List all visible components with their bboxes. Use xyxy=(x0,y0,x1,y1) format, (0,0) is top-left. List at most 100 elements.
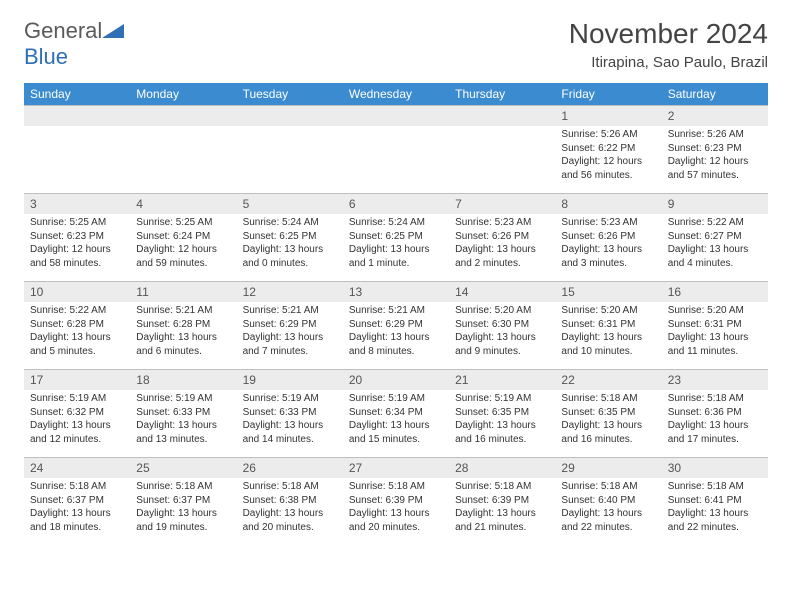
calendar-cell xyxy=(237,105,343,193)
day-body xyxy=(449,126,555,132)
day-line: Sunrise: 5:25 AM xyxy=(30,216,124,230)
day-body: Sunrise: 5:18 AMSunset: 6:39 PMDaylight:… xyxy=(449,478,555,538)
day-body: Sunrise: 5:18 AMSunset: 6:38 PMDaylight:… xyxy=(237,478,343,538)
day-line: Sunset: 6:22 PM xyxy=(561,142,655,156)
day-line: Daylight: 13 hours and 14 minutes. xyxy=(243,419,337,446)
day-number: 6 xyxy=(343,193,449,214)
day-number: 2 xyxy=(662,105,768,126)
day-line: Sunset: 6:25 PM xyxy=(349,230,443,244)
day-line: Sunset: 6:37 PM xyxy=(136,494,230,508)
day-line: Sunset: 6:36 PM xyxy=(668,406,762,420)
calendar-cell: 21Sunrise: 5:19 AMSunset: 6:35 PMDayligh… xyxy=(449,369,555,457)
day-number: 15 xyxy=(555,281,661,302)
day-body: Sunrise: 5:19 AMSunset: 6:32 PMDaylight:… xyxy=(24,390,130,450)
calendar-week: 24Sunrise: 5:18 AMSunset: 6:37 PMDayligh… xyxy=(24,457,768,545)
day-line: Sunset: 6:31 PM xyxy=(561,318,655,332)
day-body xyxy=(343,126,449,132)
day-number: 20 xyxy=(343,369,449,390)
day-line: Sunrise: 5:22 AM xyxy=(668,216,762,230)
day-line: Sunset: 6:40 PM xyxy=(561,494,655,508)
day-line: Sunrise: 5:18 AM xyxy=(668,480,762,494)
day-line: Daylight: 13 hours and 18 minutes. xyxy=(30,507,124,534)
day-number: 28 xyxy=(449,457,555,478)
day-body xyxy=(24,126,130,132)
day-body: Sunrise: 5:21 AMSunset: 6:28 PMDaylight:… xyxy=(130,302,236,362)
calendar-cell: 27Sunrise: 5:18 AMSunset: 6:39 PMDayligh… xyxy=(343,457,449,545)
day-line: Daylight: 13 hours and 3 minutes. xyxy=(561,243,655,270)
day-line: Sunset: 6:28 PM xyxy=(30,318,124,332)
header: General Blue November 2024 Itirapina, Sa… xyxy=(24,18,768,71)
day-body: Sunrise: 5:20 AMSunset: 6:31 PMDaylight:… xyxy=(662,302,768,362)
day-line: Sunrise: 5:18 AM xyxy=(243,480,337,494)
calendar-cell: 7Sunrise: 5:23 AMSunset: 6:26 PMDaylight… xyxy=(449,193,555,281)
logo-text-gray: General xyxy=(24,18,102,43)
day-header-row: SundayMondayTuesdayWednesdayThursdayFrid… xyxy=(24,83,768,105)
day-line: Sunrise: 5:21 AM xyxy=(136,304,230,318)
calendar-cell: 6Sunrise: 5:24 AMSunset: 6:25 PMDaylight… xyxy=(343,193,449,281)
day-number: 19 xyxy=(237,369,343,390)
day-line: Sunrise: 5:20 AM xyxy=(561,304,655,318)
calendar-cell: 1Sunrise: 5:26 AMSunset: 6:22 PMDaylight… xyxy=(555,105,661,193)
day-line: Sunset: 6:35 PM xyxy=(455,406,549,420)
day-number: 13 xyxy=(343,281,449,302)
day-line: Daylight: 13 hours and 8 minutes. xyxy=(349,331,443,358)
day-number: 9 xyxy=(662,193,768,214)
calendar-week: 10Sunrise: 5:22 AMSunset: 6:28 PMDayligh… xyxy=(24,281,768,369)
day-header: Sunday xyxy=(24,83,130,105)
day-body xyxy=(130,126,236,132)
day-line: Sunrise: 5:19 AM xyxy=(455,392,549,406)
day-line: Daylight: 12 hours and 58 minutes. xyxy=(30,243,124,270)
day-number: 11 xyxy=(130,281,236,302)
day-line: Daylight: 13 hours and 0 minutes. xyxy=(243,243,337,270)
day-line: Sunset: 6:23 PM xyxy=(668,142,762,156)
day-number: 25 xyxy=(130,457,236,478)
day-line: Sunrise: 5:21 AM xyxy=(349,304,443,318)
day-line: Sunset: 6:24 PM xyxy=(136,230,230,244)
day-line: Sunrise: 5:19 AM xyxy=(349,392,443,406)
day-number: 3 xyxy=(24,193,130,214)
day-line: Daylight: 12 hours and 59 minutes. xyxy=(136,243,230,270)
calendar-cell xyxy=(130,105,236,193)
calendar-cell: 20Sunrise: 5:19 AMSunset: 6:34 PMDayligh… xyxy=(343,369,449,457)
day-body: Sunrise: 5:20 AMSunset: 6:30 PMDaylight:… xyxy=(449,302,555,362)
day-line: Daylight: 13 hours and 5 minutes. xyxy=(30,331,124,358)
logo-triangle-icon xyxy=(102,18,124,44)
day-line: Daylight: 13 hours and 22 minutes. xyxy=(668,507,762,534)
day-number xyxy=(24,105,130,126)
day-line: Sunset: 6:37 PM xyxy=(30,494,124,508)
day-line: Daylight: 13 hours and 2 minutes. xyxy=(455,243,549,270)
calendar-cell: 5Sunrise: 5:24 AMSunset: 6:25 PMDaylight… xyxy=(237,193,343,281)
day-body xyxy=(237,126,343,132)
day-number xyxy=(237,105,343,126)
day-line: Sunrise: 5:24 AM xyxy=(243,216,337,230)
day-number xyxy=(343,105,449,126)
calendar-table: SundayMondayTuesdayWednesdayThursdayFrid… xyxy=(24,83,768,545)
day-body: Sunrise: 5:19 AMSunset: 6:33 PMDaylight:… xyxy=(237,390,343,450)
calendar-cell xyxy=(449,105,555,193)
calendar-cell: 13Sunrise: 5:21 AMSunset: 6:29 PMDayligh… xyxy=(343,281,449,369)
calendar-cell: 19Sunrise: 5:19 AMSunset: 6:33 PMDayligh… xyxy=(237,369,343,457)
day-line: Sunrise: 5:20 AM xyxy=(668,304,762,318)
day-number xyxy=(449,105,555,126)
day-number: 30 xyxy=(662,457,768,478)
day-line: Sunset: 6:26 PM xyxy=(561,230,655,244)
day-body: Sunrise: 5:18 AMSunset: 6:40 PMDaylight:… xyxy=(555,478,661,538)
day-line: Sunrise: 5:26 AM xyxy=(561,128,655,142)
day-line: Sunrise: 5:19 AM xyxy=(243,392,337,406)
logo-text-blue: Blue xyxy=(24,44,68,69)
calendar-week: 17Sunrise: 5:19 AMSunset: 6:32 PMDayligh… xyxy=(24,369,768,457)
day-line: Daylight: 13 hours and 20 minutes. xyxy=(349,507,443,534)
calendar-cell: 14Sunrise: 5:20 AMSunset: 6:30 PMDayligh… xyxy=(449,281,555,369)
title-block: November 2024 Itirapina, Sao Paulo, Braz… xyxy=(569,18,768,71)
day-line: Sunrise: 5:18 AM xyxy=(668,392,762,406)
day-body: Sunrise: 5:18 AMSunset: 6:36 PMDaylight:… xyxy=(662,390,768,450)
day-header: Tuesday xyxy=(237,83,343,105)
calendar-cell: 24Sunrise: 5:18 AMSunset: 6:37 PMDayligh… xyxy=(24,457,130,545)
day-line: Sunset: 6:27 PM xyxy=(668,230,762,244)
day-line: Sunrise: 5:18 AM xyxy=(561,480,655,494)
calendar-cell: 17Sunrise: 5:19 AMSunset: 6:32 PMDayligh… xyxy=(24,369,130,457)
day-number: 17 xyxy=(24,369,130,390)
day-number: 29 xyxy=(555,457,661,478)
day-line: Sunset: 6:30 PM xyxy=(455,318,549,332)
day-body: Sunrise: 5:25 AMSunset: 6:23 PMDaylight:… xyxy=(24,214,130,274)
